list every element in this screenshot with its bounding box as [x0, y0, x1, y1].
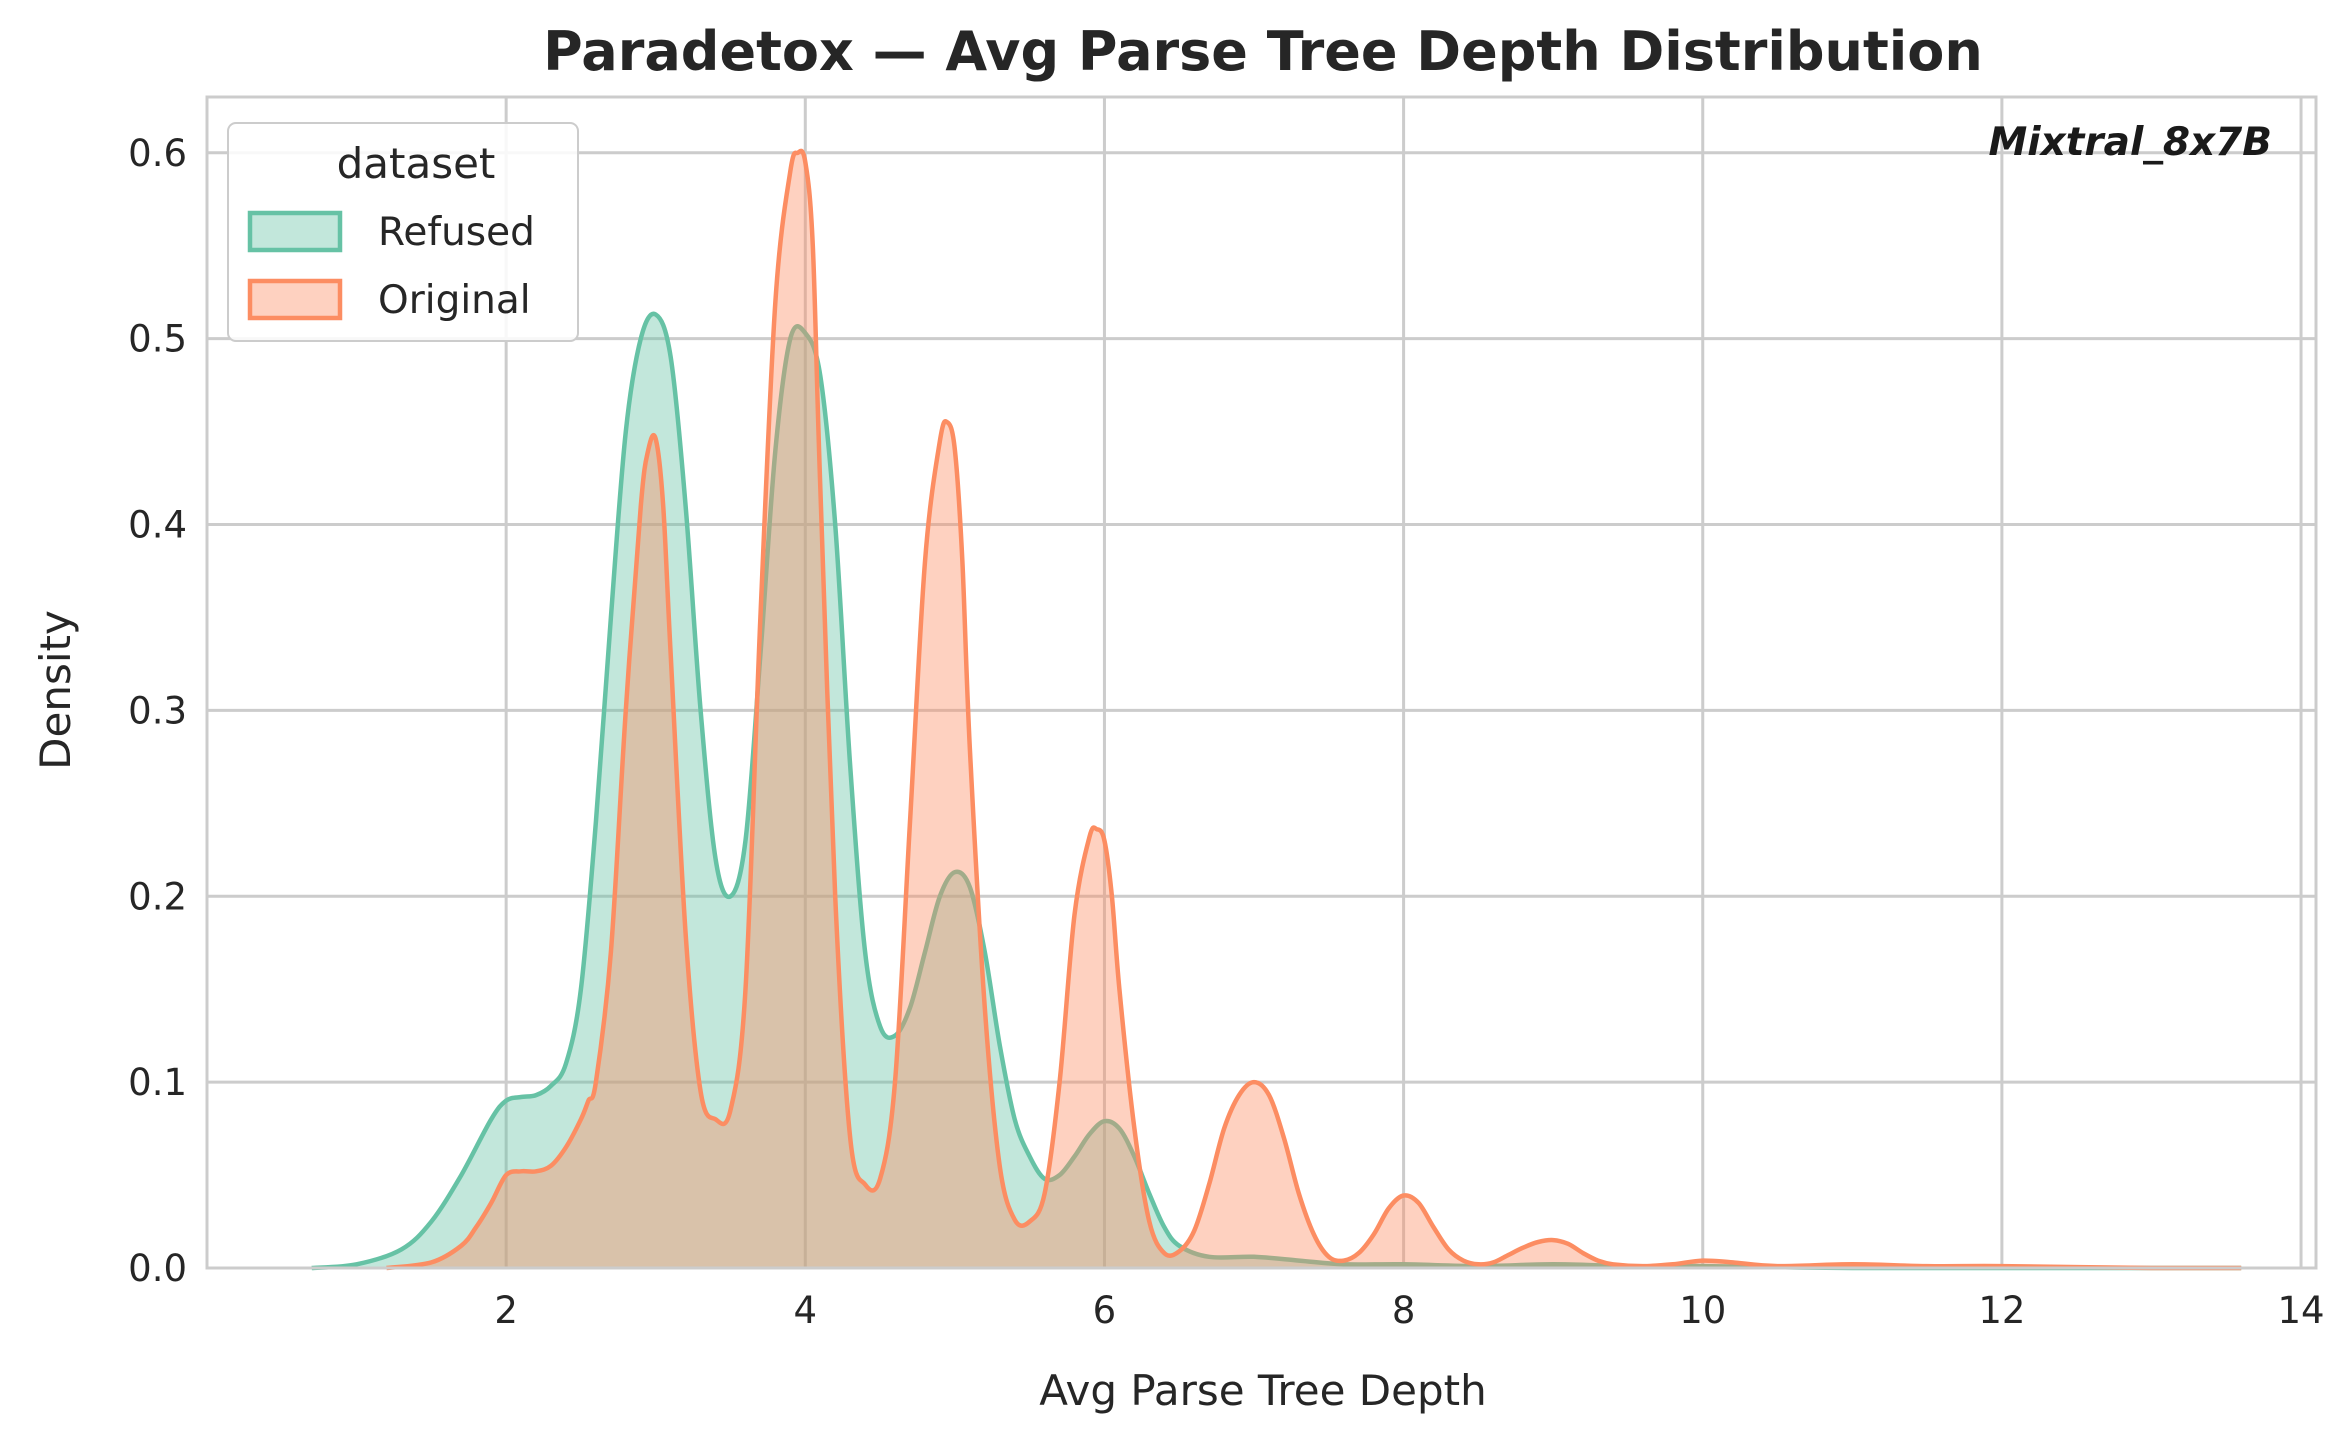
x-tick-label: 10: [1679, 1289, 1726, 1332]
x-tick-label: 8: [1392, 1289, 1416, 1332]
x-tick-label: 4: [794, 1289, 818, 1332]
y-tick-label: 0.4: [128, 504, 187, 547]
legend-label-refused: Refused: [378, 210, 535, 255]
y-tick-label: 0.5: [128, 318, 187, 361]
density-area-refused: [311, 313, 2242, 1268]
x-axis-label: Avg Parse Tree Depth: [1039, 1366, 1486, 1415]
model-annotation: Mixtral_8x7B: [1988, 120, 2272, 165]
y-tick-label: 0.2: [128, 875, 187, 918]
x-tick-label: 2: [494, 1289, 518, 1332]
legend-label-original: Original: [378, 278, 531, 323]
series-layer: [311, 148, 2242, 1271]
legend-swatch-refused: [247, 210, 343, 253]
y-tick-label: 0.1: [128, 1061, 187, 1104]
density-line-original: [386, 148, 2242, 1271]
legend-title: dataset: [337, 139, 496, 188]
legend-box: [227, 122, 579, 342]
y-tick-label: 0.0: [128, 1247, 187, 1290]
density-line-refused: [311, 311, 2242, 1271]
x-ticks: 2 4 6 8 10 12 14: [494, 1289, 2324, 1332]
y-tick-label: 0.6: [128, 132, 187, 175]
y-axis-label: Density: [31, 610, 80, 770]
x-tick-label: 6: [1093, 1289, 1117, 1332]
chart-title: Paradetox — Avg Parse Tree Depth Distrib…: [543, 20, 1983, 83]
y-tick-label: 0.3: [128, 689, 187, 732]
legend-swatch-original: [247, 278, 343, 321]
legend: dataset Refused Original: [227, 122, 579, 342]
x-tick-label: 12: [1978, 1289, 2025, 1332]
y-ticks: 0.0 0.1 0.2 0.3 0.4 0.5 0.6: [128, 132, 187, 1290]
x-tick-label: 14: [2277, 1289, 2324, 1332]
plot-frame: [205, 95, 2318, 1270]
